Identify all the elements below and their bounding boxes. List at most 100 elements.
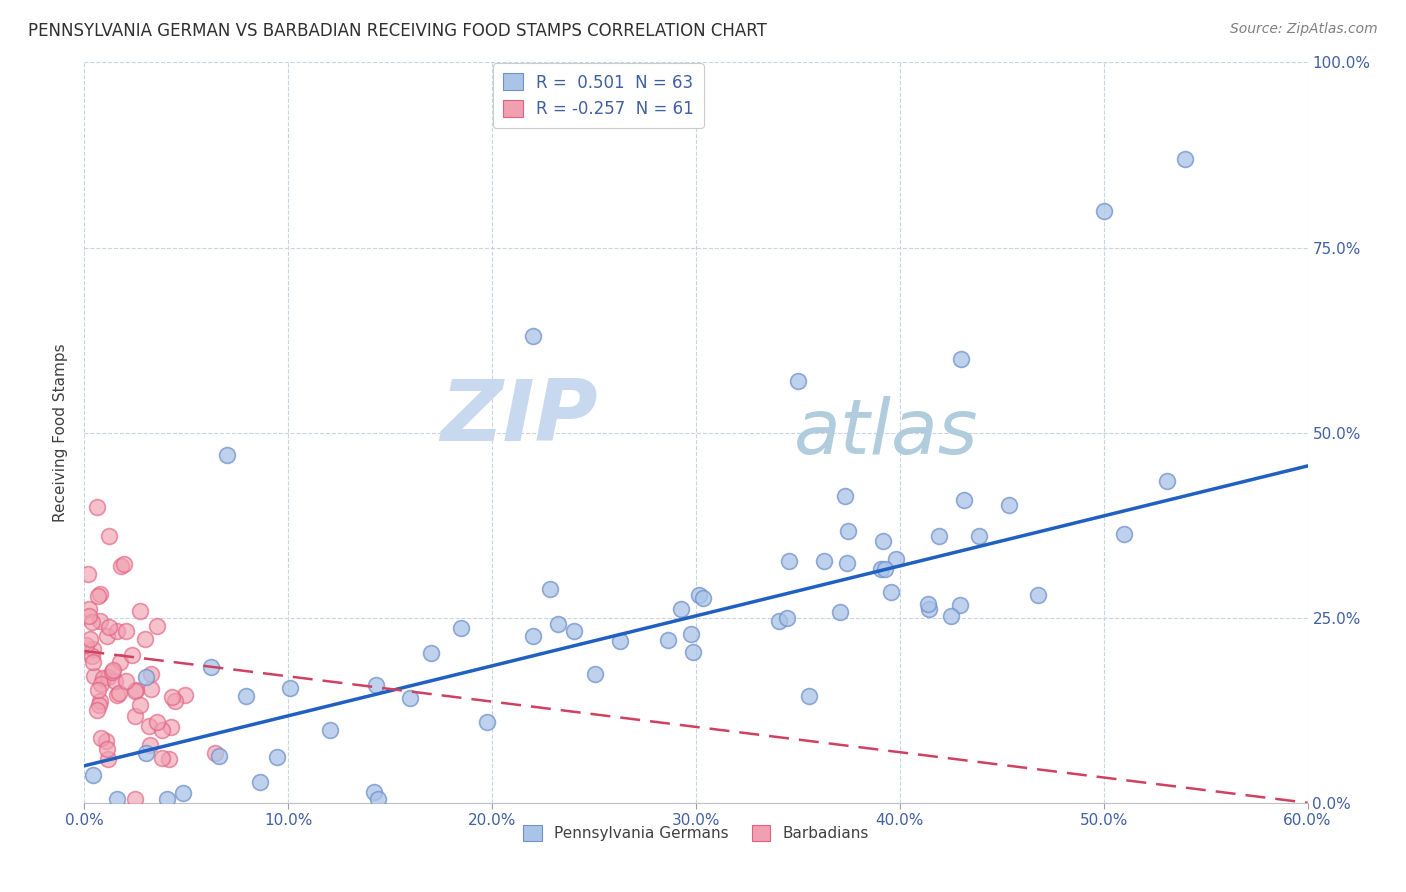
- Point: [135, 670, 157, 684]
- Point: [101, 664, 124, 678]
- Point: [217, 448, 239, 462]
- Point: [89, 693, 111, 707]
- Point: [364, 678, 387, 692]
- Point: [105, 792, 128, 806]
- Point: [134, 746, 156, 760]
- Point: [86, 500, 108, 514]
- Point: [77, 609, 100, 624]
- Point: [150, 723, 173, 737]
- Point: [87, 683, 110, 698]
- Point: [105, 689, 128, 703]
- Point: [82, 649, 104, 664]
- Point: [918, 602, 941, 616]
- Point: [145, 619, 167, 633]
- Point: [1112, 526, 1135, 541]
- Point: [150, 751, 173, 765]
- Point: [204, 746, 226, 760]
- Point: [872, 533, 894, 548]
- Point: [208, 748, 231, 763]
- Point: [157, 752, 180, 766]
- Point: [125, 683, 148, 698]
- Point: [869, 562, 891, 576]
- Point: [75, 638, 97, 652]
- Point: [156, 792, 179, 806]
- Point: [787, 374, 810, 388]
- Point: [87, 589, 110, 603]
- Point: [145, 715, 167, 730]
- Point: [77, 601, 100, 615]
- Point: [998, 499, 1021, 513]
- Point: [1092, 203, 1115, 218]
- Text: atlas: atlas: [794, 396, 979, 469]
- Point: [583, 667, 606, 681]
- Point: [477, 714, 499, 729]
- Point: [450, 621, 472, 635]
- Point: [768, 614, 790, 628]
- Point: [139, 667, 162, 681]
- Point: [97, 670, 120, 684]
- Point: [835, 557, 858, 571]
- Point: [797, 689, 820, 703]
- Point: [953, 493, 976, 508]
- Point: [124, 792, 146, 806]
- Point: [138, 719, 160, 733]
- Point: [139, 738, 162, 752]
- Point: [266, 750, 288, 764]
- Point: [82, 655, 104, 669]
- Point: [160, 720, 183, 734]
- Point: [399, 691, 422, 706]
- Point: [96, 734, 118, 748]
- Point: [692, 591, 714, 606]
- Point: [522, 629, 544, 643]
- Point: [91, 671, 114, 685]
- Point: [834, 489, 856, 503]
- Point: [681, 626, 703, 640]
- Point: [83, 669, 105, 683]
- Point: [837, 524, 859, 538]
- Point: [77, 567, 100, 582]
- Point: [522, 329, 544, 343]
- Point: [688, 588, 710, 602]
- Point: [124, 709, 146, 723]
- Point: [160, 690, 183, 704]
- Point: [112, 557, 135, 571]
- Point: [538, 582, 561, 596]
- Point: [121, 648, 143, 662]
- Point: [669, 602, 692, 616]
- Point: [98, 620, 121, 634]
- Point: [96, 629, 118, 643]
- Point: [1026, 589, 1049, 603]
- Point: [172, 786, 194, 800]
- Point: [319, 723, 342, 737]
- Point: [89, 587, 111, 601]
- Point: [97, 529, 120, 543]
- Point: [778, 554, 800, 568]
- Point: [875, 562, 897, 576]
- Point: [90, 731, 112, 745]
- Point: [917, 597, 939, 611]
- Point: [87, 698, 110, 713]
- Point: [367, 792, 389, 806]
- Text: PENNSYLVANIA GERMAN VS BARBADIAN RECEIVING FOOD STAMPS CORRELATION CHART: PENNSYLVANIA GERMAN VS BARBADIAN RECEIVI…: [28, 22, 768, 40]
- Point: [104, 674, 127, 689]
- Point: [163, 693, 186, 707]
- Point: [828, 605, 851, 619]
- Point: [128, 698, 150, 712]
- Point: [235, 690, 257, 704]
- Point: [776, 611, 799, 625]
- Point: [967, 529, 990, 543]
- Point: [124, 684, 146, 698]
- Point: [90, 677, 112, 691]
- Text: Source: ZipAtlas.com: Source: ZipAtlas.com: [1230, 22, 1378, 37]
- Text: ZIP: ZIP: [440, 376, 598, 459]
- Y-axis label: Receiving Food Stamps: Receiving Food Stamps: [53, 343, 69, 522]
- Point: [278, 681, 301, 695]
- Point: [419, 647, 441, 661]
- Point: [82, 768, 104, 782]
- Point: [141, 682, 163, 697]
- Point: [97, 751, 120, 765]
- Point: [79, 632, 101, 646]
- Point: [884, 552, 907, 566]
- Point: [249, 775, 271, 789]
- Point: [939, 608, 962, 623]
